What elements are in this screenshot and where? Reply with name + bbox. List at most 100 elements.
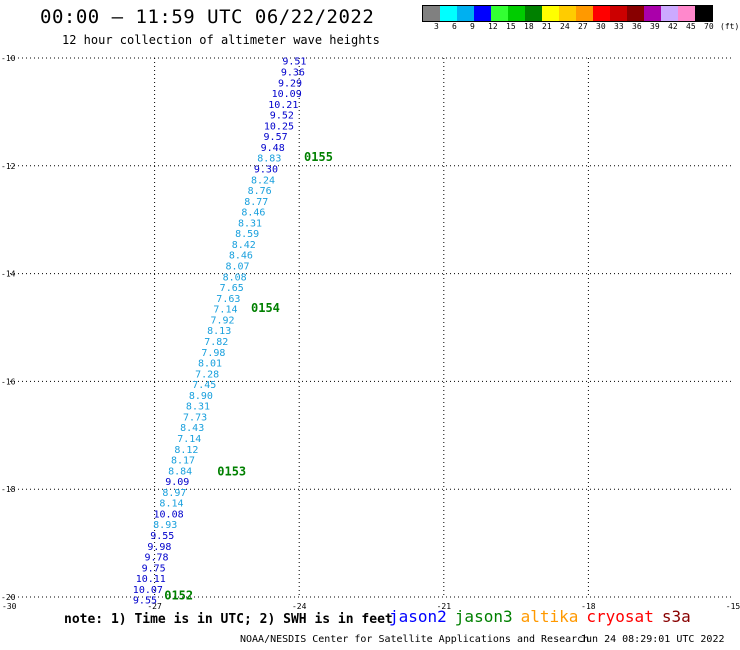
units-note: note: 1) Time is in UTC; 2) SWH is in fe… xyxy=(64,612,393,627)
chart-title: 00:00 – 11:59 UTC 06/22/2022 xyxy=(40,6,375,28)
legend-color-5 xyxy=(508,6,525,21)
legend-label: 39 xyxy=(650,22,660,31)
swh-value: 9.52 xyxy=(270,111,294,122)
swh-value: 8.90 xyxy=(189,391,213,402)
swh-value: 9.78 xyxy=(144,553,168,564)
legend-label: 12 xyxy=(488,22,498,31)
legend-label: 15 xyxy=(506,22,516,31)
legend-color-10 xyxy=(593,6,610,21)
legend-color-6 xyxy=(525,6,542,21)
satellite-jason3: jason3 xyxy=(454,607,513,626)
swh-value: 9.48 xyxy=(261,143,285,154)
swh-value: 8.93 xyxy=(153,520,177,531)
swh-value: 8.13 xyxy=(207,326,231,337)
swh-value: 10.25 xyxy=(264,121,294,132)
satellite-cryosat: cryosat xyxy=(586,607,654,626)
swh-value: 8.01 xyxy=(198,359,222,370)
legend-label: 24 xyxy=(560,22,570,31)
legend-color-2 xyxy=(457,6,474,21)
y-tick-label: -10 xyxy=(1,54,16,63)
legend-color-8 xyxy=(559,6,576,21)
legend-label: 33 xyxy=(614,22,624,31)
chart-subtitle: 12 hour collection of altimeter wave hei… xyxy=(62,33,380,47)
y-tick-label: -18 xyxy=(1,485,16,494)
swh-value: 10.21 xyxy=(268,100,298,111)
x-tick-label: -30 xyxy=(2,602,17,611)
swh-value: 7.82 xyxy=(204,337,228,348)
swh-value: 8.84 xyxy=(168,466,192,477)
swh-value: 7.73 xyxy=(183,412,207,423)
swh-value: 9.29 xyxy=(278,78,302,89)
swh-value: 8.31 xyxy=(238,218,262,229)
swh-value: 7.45 xyxy=(192,380,216,391)
swh-value: 9.75 xyxy=(142,563,166,574)
legend-color-9 xyxy=(576,6,593,21)
swh-value: 9.57 xyxy=(264,132,288,143)
legend-color-16 xyxy=(695,6,712,21)
swh-value: 9.09 xyxy=(165,477,189,488)
swh-value: 7.14 xyxy=(213,305,237,316)
swh-value: 9.36 xyxy=(281,67,305,78)
swh-value: 8.08 xyxy=(223,272,247,283)
swh-value: 8.43 xyxy=(180,423,204,434)
swh-value: 8.97 xyxy=(162,488,186,499)
legend-color-14 xyxy=(661,6,678,21)
time-label: 0153 xyxy=(217,464,246,478)
time-label: 0152 xyxy=(164,588,193,602)
satellite-s3a: s3a xyxy=(661,607,691,626)
swh-value: 9.51 xyxy=(282,57,306,68)
legend-label: 9 xyxy=(470,22,475,31)
legend-unit: (ft) xyxy=(720,22,740,31)
satellite-altika: altika xyxy=(520,607,579,626)
legend-color-4 xyxy=(491,6,508,21)
color-scale-legend xyxy=(422,5,713,22)
legend-label: 42 xyxy=(668,22,678,31)
legend-color-0 xyxy=(423,6,440,21)
legend-label: 3 xyxy=(434,22,439,31)
x-tick-label: -21 xyxy=(437,602,452,611)
legend-label: 30 xyxy=(596,22,606,31)
y-tick-label: -14 xyxy=(1,270,16,279)
legend-color-7 xyxy=(542,6,559,21)
swh-value: 8.24 xyxy=(251,175,275,186)
swh-value: 9.55 xyxy=(133,596,157,607)
swh-value: 7.14 xyxy=(177,434,201,445)
swh-value: 8.59 xyxy=(235,229,259,240)
legend-label: 45 xyxy=(686,22,696,31)
legend-label: 36 xyxy=(632,22,642,31)
swh-value: 9.55 xyxy=(150,531,174,542)
generated-time: Jun 24 08:29:01 UTC 2022 xyxy=(580,634,725,645)
swh-value: 7.98 xyxy=(201,348,225,359)
satellite-jason2: jason2 xyxy=(389,607,447,626)
swh-value: 8.42 xyxy=(232,240,256,251)
legend-color-11 xyxy=(610,6,627,21)
swh-value: 7.92 xyxy=(211,315,235,326)
y-tick-label: -12 xyxy=(1,162,16,171)
swh-value: 9.98 xyxy=(147,542,171,553)
legend-color-3 xyxy=(474,6,491,21)
swh-value: 7.28 xyxy=(195,369,219,380)
x-tick-label: -15 xyxy=(726,602,740,611)
legend-color-13 xyxy=(644,6,661,21)
swh-value: 10.11 xyxy=(136,574,166,585)
x-tick-label: -27 xyxy=(147,602,162,611)
swh-value: 8.12 xyxy=(174,445,198,456)
credit-text: NOAA/NESDIS Center for Satellite Applica… xyxy=(240,634,590,645)
swh-value: 8.17 xyxy=(171,456,195,467)
swh-value: 8.14 xyxy=(159,499,183,510)
swh-value: 8.77 xyxy=(244,197,268,208)
legend-label: 6 xyxy=(452,22,457,31)
legend-label: 18 xyxy=(524,22,534,31)
swh-value: 8.46 xyxy=(241,208,265,219)
time-labels: 0155 0154 0153 0152 xyxy=(164,150,333,602)
swh-value: 8.07 xyxy=(225,262,249,273)
swh-value: 10.07 xyxy=(133,585,163,596)
swh-value: 8.76 xyxy=(248,186,272,197)
y-tick-label: -20 xyxy=(1,593,16,602)
swh-value: 8.46 xyxy=(229,251,253,262)
tick-labels: -30 -27 -24 -21 -18 -15 -10 -12 -14 -16 -18 -20 xyxy=(1,54,740,611)
swh-value: 7.65 xyxy=(220,283,244,294)
swh-value: 10.09 xyxy=(272,89,302,100)
